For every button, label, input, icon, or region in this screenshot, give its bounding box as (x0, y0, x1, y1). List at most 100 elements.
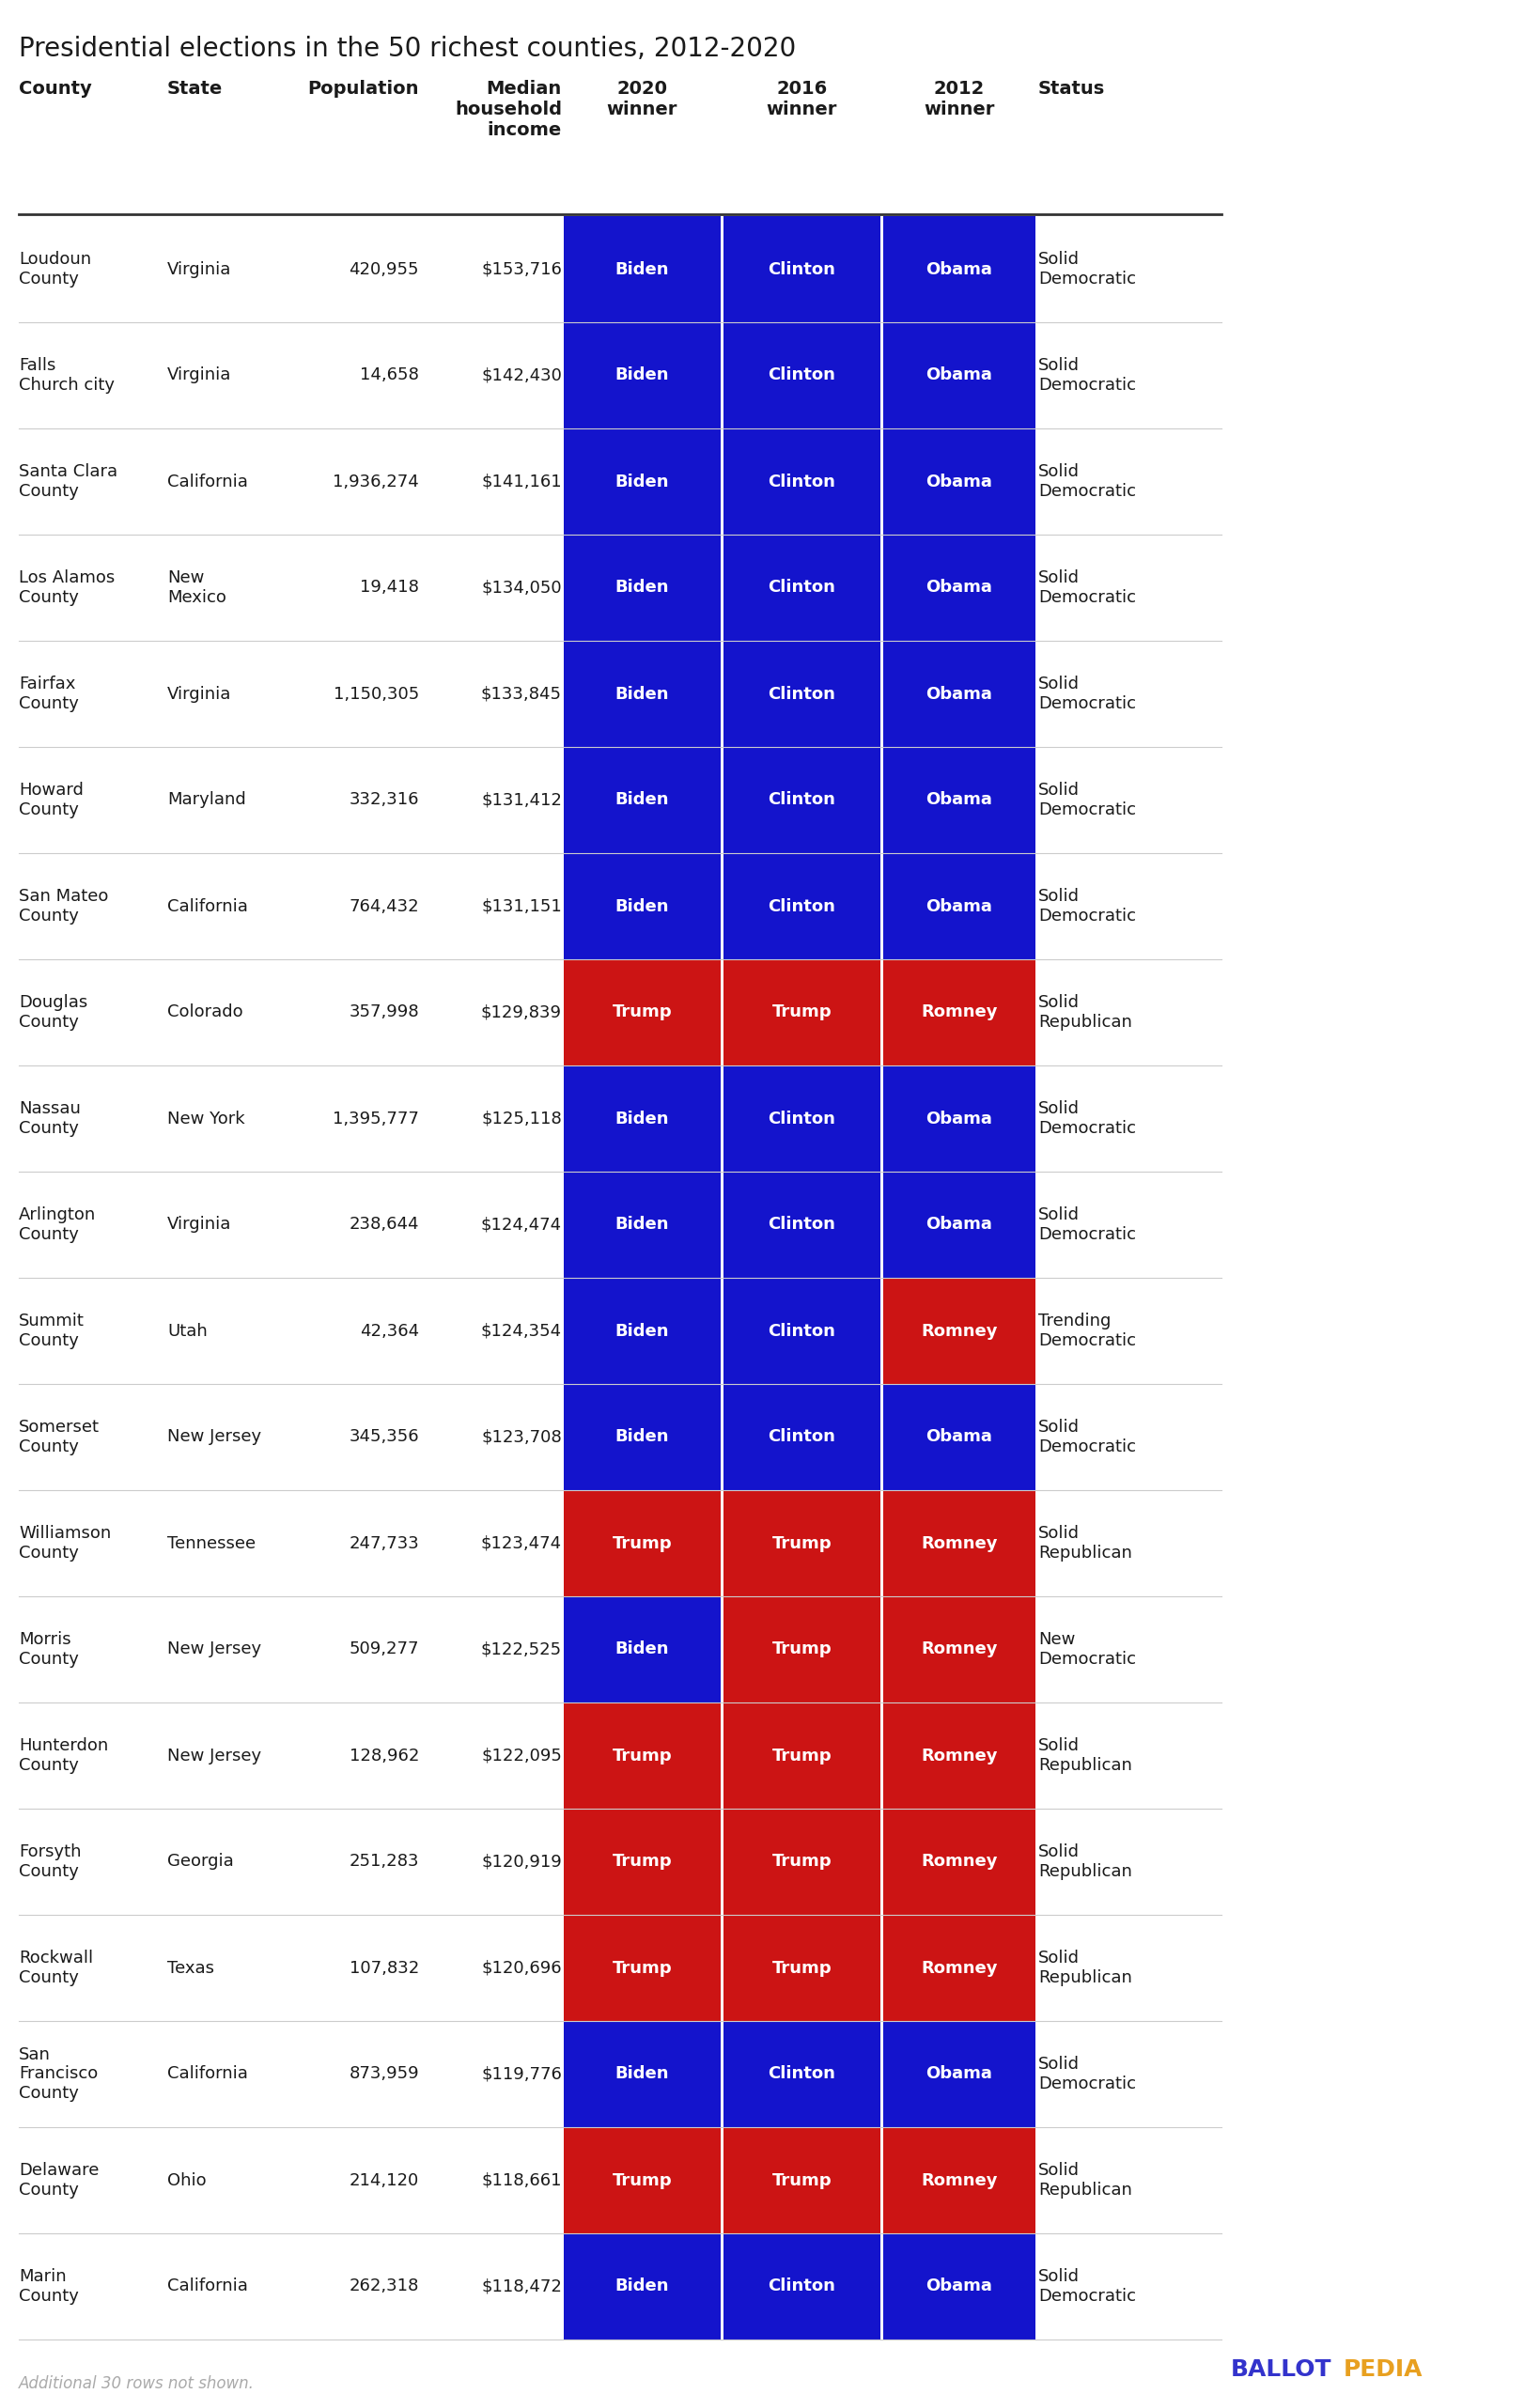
Text: California: California (168, 2279, 248, 2296)
Text: Solid
Democratic: Solid Democratic (1038, 888, 1135, 924)
Text: Biden: Biden (614, 1111, 668, 1128)
Text: 332,316: 332,316 (350, 792, 419, 809)
Text: Georgia: Georgia (168, 1853, 234, 1870)
Text: 2016
winner: 2016 winner (765, 79, 836, 117)
Text: $134,050: $134,050 (480, 579, 562, 596)
Text: Solid
Democratic: Solid Democratic (1038, 1207, 1135, 1242)
Bar (724, 323, 879, 429)
Text: New
Democratic: New Democratic (1038, 1630, 1135, 1669)
Text: Median
household
income: Median household income (454, 79, 562, 139)
Text: Biden: Biden (614, 474, 668, 491)
Text: California: California (168, 898, 248, 915)
Text: Summit
County: Summit County (18, 1312, 85, 1350)
Bar (882, 747, 1035, 852)
Text: Rockwall
County: Rockwall County (18, 1949, 92, 1987)
Bar (882, 2021, 1035, 2128)
Bar (724, 1597, 879, 1702)
Text: Romney: Romney (921, 1321, 996, 1338)
Bar (724, 1384, 879, 1489)
Text: Ohio: Ohio (168, 2171, 206, 2188)
Text: Solid
Republican: Solid Republican (1038, 1525, 1132, 1561)
Bar (882, 1489, 1035, 1597)
Text: Trump: Trump (611, 1958, 671, 1977)
Bar (564, 1915, 721, 2021)
Bar (724, 2234, 879, 2339)
Text: California: California (168, 474, 248, 491)
Text: $119,776: $119,776 (480, 2066, 562, 2083)
Text: New Jersey: New Jersey (168, 1748, 262, 1764)
Text: Obama: Obama (926, 1429, 992, 1446)
Bar (724, 960, 879, 1065)
Bar (724, 1702, 879, 1807)
Bar (882, 1278, 1035, 1384)
Text: Obama: Obama (926, 898, 992, 915)
Text: Obama: Obama (926, 685, 992, 701)
Text: $118,472: $118,472 (480, 2279, 562, 2296)
Bar (564, 1489, 721, 1597)
Bar (564, 1807, 721, 1915)
Text: Solid
Democratic: Solid Democratic (1038, 251, 1135, 287)
Text: $120,919: $120,919 (480, 1853, 562, 1870)
Text: Clinton: Clinton (768, 474, 835, 491)
Text: $124,354: $124,354 (480, 1321, 562, 1338)
Text: PEDIA: PEDIA (1343, 2358, 1421, 2382)
Text: Solid
Democratic: Solid Democratic (1038, 2267, 1135, 2305)
Bar (724, 1807, 879, 1915)
Text: Trump: Trump (772, 1853, 832, 1870)
Text: Trump: Trump (772, 1535, 832, 1551)
Text: Romney: Romney (921, 1640, 996, 1659)
Text: Delaware
County: Delaware County (18, 2162, 99, 2198)
Text: Biden: Biden (614, 1216, 668, 1233)
Bar (564, 323, 721, 429)
Bar (564, 1065, 721, 1171)
Text: Trump: Trump (772, 1748, 832, 1764)
Bar (564, 429, 721, 534)
Bar (882, 2234, 1035, 2339)
Text: New Jersey: New Jersey (168, 1429, 262, 1446)
Text: Loudoun
County: Loudoun County (18, 251, 91, 287)
Bar (882, 1915, 1035, 2021)
Bar (564, 642, 721, 747)
Bar (882, 1065, 1035, 1171)
Text: Trending
Democratic: Trending Democratic (1038, 1312, 1135, 1350)
Text: Romney: Romney (921, 1748, 996, 1764)
Bar (882, 1171, 1035, 1278)
Text: Trump: Trump (772, 1003, 832, 1020)
Text: Solid
Republican: Solid Republican (1038, 1738, 1132, 1774)
Text: 107,832: 107,832 (350, 1958, 419, 1977)
Text: Solid
Democratic: Solid Democratic (1038, 357, 1135, 393)
Bar (882, 1384, 1035, 1489)
Text: Falls
Church city: Falls Church city (18, 357, 114, 393)
Text: Romney: Romney (921, 2171, 996, 2188)
Text: New York: New York (168, 1111, 245, 1128)
Text: Nassau
County: Nassau County (18, 1101, 80, 1137)
Text: $124,474: $124,474 (480, 1216, 562, 1233)
Text: Trump: Trump (611, 1748, 671, 1764)
Bar (882, 429, 1035, 534)
Bar (882, 1807, 1035, 1915)
Text: Trump: Trump (772, 1958, 832, 1977)
Text: Howard
County: Howard County (18, 783, 83, 819)
Text: Population: Population (308, 79, 419, 98)
Text: Biden: Biden (614, 2279, 668, 2296)
Text: Santa Clara
County: Santa Clara County (18, 464, 117, 500)
Bar (724, 2021, 879, 2128)
Text: Biden: Biden (614, 1321, 668, 1338)
Text: Obama: Obama (926, 792, 992, 809)
Bar (724, 642, 879, 747)
Text: Romney: Romney (921, 1535, 996, 1551)
Text: Solid
Republican: Solid Republican (1038, 1949, 1132, 1987)
Text: Clinton: Clinton (768, 1111, 835, 1128)
Text: Solid
Democratic: Solid Democratic (1038, 783, 1135, 819)
Text: 19,418: 19,418 (360, 579, 419, 596)
Text: Williamson
County: Williamson County (18, 1525, 111, 1561)
Bar (882, 534, 1035, 642)
Bar (882, 215, 1035, 323)
Text: 345,356: 345,356 (348, 1429, 419, 1446)
Text: New
Mexico: New Mexico (168, 570, 226, 606)
Text: Additional 30 rows not shown.: Additional 30 rows not shown. (18, 2375, 254, 2392)
Text: Trump: Trump (611, 1003, 671, 1020)
Text: 42,364: 42,364 (359, 1321, 419, 1338)
Text: Clinton: Clinton (768, 792, 835, 809)
Text: Obama: Obama (926, 1216, 992, 1233)
